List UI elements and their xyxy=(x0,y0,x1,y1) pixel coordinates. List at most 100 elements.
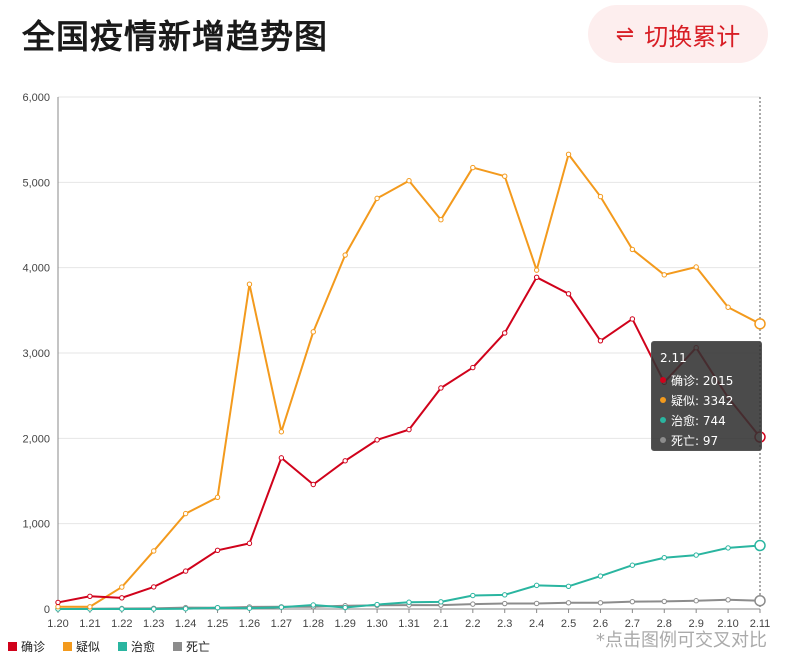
series-line-2 xyxy=(58,544,761,610)
data-point xyxy=(310,602,316,608)
x-tick-label: 1.24 xyxy=(175,618,196,630)
data-point xyxy=(214,605,221,611)
tooltip-row-suspected: 疑似: 3342 xyxy=(660,390,753,410)
legend-hint: *点击图例可交叉对比 xyxy=(596,630,767,651)
legend-item-cured[interactable]: 治愈 xyxy=(118,638,155,655)
legend-label-cured: 治愈 xyxy=(131,640,156,654)
data-point xyxy=(246,605,253,611)
legend-item-suspected[interactable]: 疑似 xyxy=(63,638,100,655)
x-tick-label: 1.27 xyxy=(271,618,292,630)
x-tick-label: 2.6 xyxy=(593,618,608,630)
data-point xyxy=(629,598,636,605)
data-point xyxy=(597,193,604,200)
y-tick-label: 2,000 xyxy=(22,433,50,445)
x-tick-label: 2.8 xyxy=(657,618,672,630)
x-tick-label: 1.28 xyxy=(303,618,324,630)
data-point xyxy=(565,291,572,297)
data-point xyxy=(693,552,699,558)
data-point xyxy=(565,600,572,606)
tooltip-label-suspected: 疑似: 3342 xyxy=(671,393,734,408)
data-point xyxy=(310,329,316,335)
data-point xyxy=(754,539,766,552)
x-tick-label: 1.21 xyxy=(79,618,100,630)
switch-cumulative-label: 切换累计 xyxy=(644,22,741,51)
data-point xyxy=(533,582,540,589)
data-point xyxy=(87,604,93,610)
y-tick-label: 1,000 xyxy=(22,519,50,531)
x-tick-label: 2.9 xyxy=(689,618,704,630)
data-point xyxy=(629,316,636,322)
data-point xyxy=(470,592,476,599)
data-point xyxy=(470,601,476,607)
data-point xyxy=(342,604,348,611)
data-point xyxy=(182,568,189,574)
data-point xyxy=(438,599,444,605)
legend-label-dead: 死亡 xyxy=(186,640,211,654)
data-point xyxy=(119,595,125,601)
x-tick-label: 2.1 xyxy=(433,618,448,630)
x-tick-label: 1.23 xyxy=(143,618,164,630)
data-point xyxy=(214,494,221,500)
data-point xyxy=(438,217,444,223)
x-tick-label: 2.2 xyxy=(465,618,480,630)
data-point xyxy=(565,583,572,590)
data-point xyxy=(119,606,125,612)
data-point xyxy=(406,599,412,605)
data-point xyxy=(502,173,508,179)
data-point xyxy=(754,594,766,607)
data-point xyxy=(214,547,221,553)
data-point xyxy=(533,274,540,281)
data-point xyxy=(629,246,636,253)
chart-series xyxy=(55,151,766,612)
data-point xyxy=(438,385,444,391)
data-point xyxy=(725,597,731,603)
tooltip-label-confirmed: 确诊: 2015 xyxy=(671,373,734,388)
data-point xyxy=(151,584,157,590)
x-tick-label: 2.3 xyxy=(497,618,512,630)
chart-tooltip: 2.11 确诊: 2015 疑似: 3342 治愈: 744 死亡: 97 xyxy=(651,341,762,451)
data-point xyxy=(278,455,285,461)
tooltip-row-cured: 治愈: 744 xyxy=(660,410,753,430)
data-point xyxy=(693,598,699,604)
data-point xyxy=(151,606,157,612)
legend-item-confirmed[interactable]: 确诊 xyxy=(8,638,45,655)
x-tick-label: 1.22 xyxy=(111,618,132,630)
x-tick-label: 2.10 xyxy=(717,618,738,630)
data-point xyxy=(725,304,731,310)
y-axis-ticks: 0 1,000 2,000 3,000 4,000 5,000 6,000 xyxy=(22,92,50,616)
x-tick-label: 1.31 xyxy=(398,618,419,630)
data-point xyxy=(374,195,380,202)
data-point xyxy=(661,272,667,278)
data-point xyxy=(55,603,61,610)
data-point xyxy=(278,429,285,435)
x-tick-label: 1.30 xyxy=(366,618,387,630)
data-point xyxy=(533,600,540,607)
data-point xyxy=(278,604,285,610)
data-point xyxy=(374,437,380,443)
x-tick-label: 2.5 xyxy=(561,618,576,630)
legend-swatch-suspected xyxy=(63,642,73,651)
y-tick-label: 4,000 xyxy=(22,263,50,275)
data-point xyxy=(406,178,412,184)
legend-item-dead[interactable]: 死亡 xyxy=(173,638,210,655)
data-point xyxy=(725,545,731,551)
data-point xyxy=(502,600,508,607)
data-point xyxy=(470,164,476,171)
data-point xyxy=(310,481,316,488)
data-point xyxy=(597,573,604,579)
data-point xyxy=(533,267,540,273)
tooltip-row-dead: 死亡: 97 xyxy=(660,430,753,450)
tooltip-dot-suspected xyxy=(660,397,666,403)
x-tick-label: 1.29 xyxy=(334,618,355,630)
data-point xyxy=(470,364,476,371)
data-point xyxy=(502,592,508,598)
switch-cumulative-button[interactable]: ⇌ 切换累计 xyxy=(588,5,768,63)
tooltip-row-confirmed: 确诊: 2015 xyxy=(660,370,753,390)
data-point xyxy=(629,562,636,568)
legend-swatch-cured xyxy=(118,642,128,651)
y-tick-label: 6,000 xyxy=(22,92,50,104)
data-point xyxy=(502,330,508,336)
data-point xyxy=(246,281,253,287)
page-title: 全国疫情新增趋势图 xyxy=(22,17,328,56)
